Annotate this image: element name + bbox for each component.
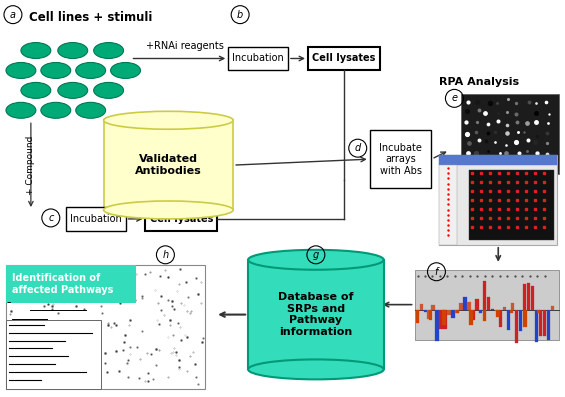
Bar — [510, 310, 513, 313]
Bar — [503, 307, 506, 310]
Bar — [543, 310, 546, 335]
Bar — [462, 94, 559, 174]
Bar — [496, 310, 498, 311]
Bar — [496, 310, 499, 317]
Text: b: b — [237, 10, 244, 19]
Bar — [370, 130, 432, 188]
Text: RPA Analysis: RPA Analysis — [439, 77, 519, 87]
Ellipse shape — [103, 201, 233, 219]
Text: c: c — [48, 213, 54, 223]
Bar — [440, 155, 557, 165]
Ellipse shape — [248, 250, 384, 270]
Text: Incubation: Incubation — [232, 54, 284, 64]
Ellipse shape — [6, 102, 36, 118]
Bar — [470, 170, 554, 240]
Bar — [436, 310, 438, 341]
Bar — [6, 320, 101, 389]
Bar — [531, 287, 534, 310]
Bar — [547, 310, 550, 340]
Bar — [479, 310, 483, 312]
Bar — [507, 310, 510, 330]
Bar — [424, 310, 427, 312]
Bar — [415, 310, 419, 323]
Bar — [467, 302, 471, 310]
Text: Database of
SRPs and
Pathway
information: Database of SRPs and Pathway information — [278, 292, 354, 337]
Text: g: g — [313, 250, 319, 260]
Bar — [447, 310, 451, 315]
Text: e: e — [451, 93, 458, 103]
Text: +RNAi reagents: +RNAi reagents — [146, 40, 224, 50]
Ellipse shape — [94, 42, 124, 58]
Bar — [470, 310, 473, 325]
Bar — [471, 310, 475, 320]
Bar — [451, 310, 455, 318]
Bar — [429, 310, 432, 320]
Bar — [444, 310, 446, 329]
Ellipse shape — [58, 83, 88, 98]
Text: Identification of
affected Pathways: Identification of affected Pathways — [12, 273, 114, 295]
Bar — [483, 281, 486, 310]
Ellipse shape — [94, 83, 124, 98]
Bar — [519, 310, 523, 331]
Bar — [428, 310, 431, 319]
Ellipse shape — [58, 42, 88, 58]
Text: f: f — [435, 267, 438, 277]
Text: d: d — [355, 143, 361, 153]
Bar — [499, 310, 502, 327]
Bar — [523, 310, 527, 328]
Ellipse shape — [103, 111, 233, 129]
Bar — [456, 310, 459, 313]
Bar — [455, 310, 459, 313]
Text: a: a — [10, 10, 16, 19]
Bar — [487, 297, 490, 310]
Bar — [523, 284, 527, 310]
Bar — [535, 310, 538, 342]
Bar — [440, 310, 442, 329]
Ellipse shape — [21, 83, 51, 98]
Bar — [475, 299, 479, 310]
Bar — [483, 310, 486, 321]
Ellipse shape — [41, 102, 71, 118]
Bar — [6, 265, 136, 303]
Bar — [459, 303, 463, 310]
Ellipse shape — [111, 62, 141, 79]
Bar — [420, 304, 423, 310]
Ellipse shape — [21, 42, 51, 58]
Ellipse shape — [248, 359, 384, 380]
Bar — [440, 165, 458, 245]
Bar — [308, 46, 380, 70]
Text: -: - — [6, 296, 11, 309]
Bar — [103, 120, 233, 210]
Bar — [463, 297, 467, 310]
Bar — [527, 283, 531, 310]
Bar — [539, 310, 542, 337]
Bar — [551, 306, 554, 310]
Bar — [145, 207, 217, 231]
Bar — [248, 260, 384, 369]
Bar — [515, 310, 518, 343]
Text: + Compound: + Compound — [27, 135, 36, 195]
Bar — [228, 46, 288, 70]
Ellipse shape — [41, 62, 71, 79]
Bar — [442, 310, 446, 325]
Text: Cell lysates: Cell lysates — [312, 54, 376, 64]
Text: h: h — [162, 250, 168, 260]
Text: Incubate
arrays
with Abs: Incubate arrays with Abs — [379, 143, 422, 176]
Bar — [537, 310, 540, 313]
Text: Validated
Antibodies: Validated Antibodies — [135, 154, 202, 176]
Bar — [511, 303, 514, 310]
Bar — [415, 270, 559, 339]
Ellipse shape — [6, 62, 36, 79]
Ellipse shape — [76, 102, 106, 118]
Ellipse shape — [76, 62, 106, 79]
Text: Cell lysates: Cell lysates — [150, 214, 213, 224]
Bar — [6, 265, 205, 389]
Bar — [415, 310, 419, 315]
Bar — [66, 207, 125, 231]
Bar — [432, 305, 434, 310]
Text: Incubation: Incubation — [70, 214, 121, 224]
Text: Cell lines + stimuli: Cell lines + stimuli — [29, 11, 152, 24]
Bar — [440, 155, 557, 245]
